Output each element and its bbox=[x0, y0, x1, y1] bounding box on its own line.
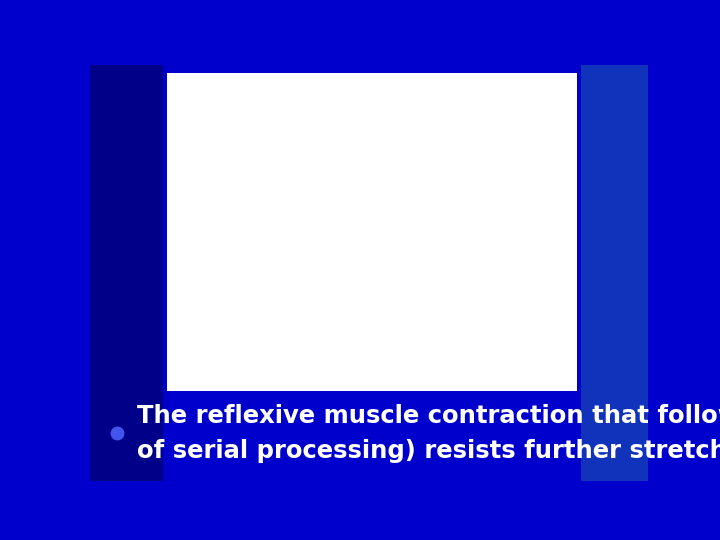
Text: The reflexive muscle contraction that follows (an example: The reflexive muscle contraction that fo… bbox=[138, 404, 720, 428]
Text: of serial processing) resists further stretching of the muscle: of serial processing) resists further st… bbox=[138, 438, 720, 463]
Bar bbox=[167, 73, 577, 391]
Bar bbox=[581, 65, 648, 481]
Bar bbox=[90, 65, 163, 481]
